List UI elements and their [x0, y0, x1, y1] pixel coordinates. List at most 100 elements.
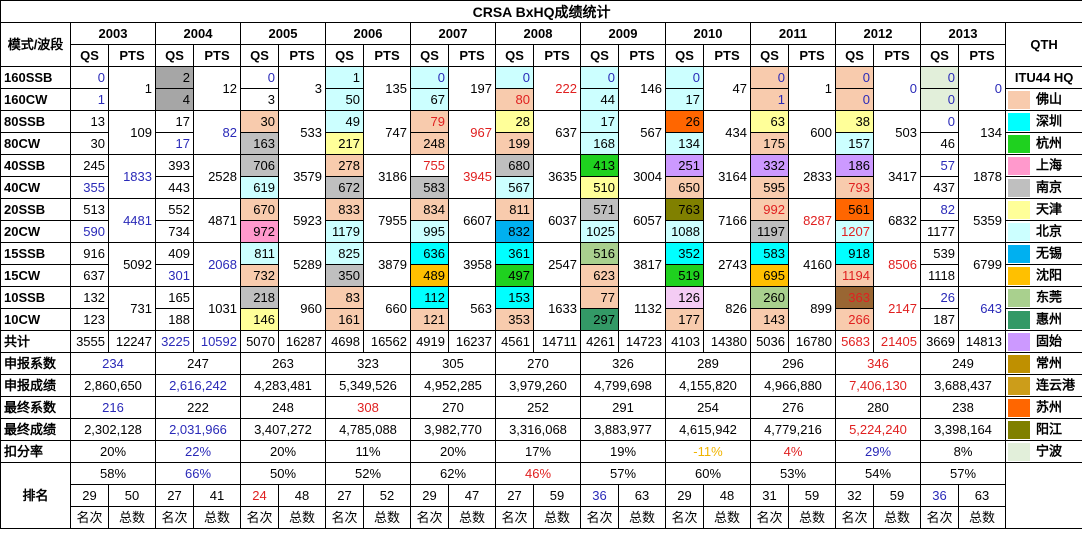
qs-cell: 567: [495, 176, 534, 199]
pts-cell: 6057: [618, 198, 666, 243]
qs-cell: 833: [325, 198, 364, 221]
stat-value: 270: [495, 352, 581, 375]
total-qs: 4698: [325, 330, 364, 353]
pts-cell: 6037: [533, 198, 581, 243]
count-header: 总数: [958, 506, 1006, 529]
qs-cell: 218: [240, 286, 279, 309]
qs-cell: 143: [750, 308, 789, 331]
count-value: 48: [703, 484, 751, 507]
year-header: 2008: [495, 22, 581, 45]
legend-label: 上海: [1036, 156, 1063, 172]
qs-cell: 4: [155, 88, 194, 111]
legend-swatch: [1008, 310, 1030, 329]
total-qs: 4103: [665, 330, 704, 353]
total-pts: 14813: [958, 330, 1006, 353]
qs-cell: 126: [665, 286, 704, 309]
qth-legend-item: 宁波: [1004, 440, 1082, 463]
stat-value: 20%: [240, 440, 326, 463]
itu-label: ITU44 HQ: [1004, 66, 1082, 89]
count-header: 总数: [108, 506, 156, 529]
qs-cell: 680: [495, 154, 534, 177]
pts-cell: 7166: [703, 198, 751, 243]
pts-header: PTS: [788, 44, 836, 67]
qs-cell: 619: [240, 176, 279, 199]
pts-cell: 600: [788, 110, 836, 155]
qth-legend-item: 惠州: [1004, 308, 1082, 331]
qs-cell: 992: [750, 198, 789, 221]
band-label: 80SSB: [0, 110, 71, 133]
stat-label: 申报成绩: [0, 374, 71, 397]
pts-cell: 5923: [278, 198, 326, 243]
total-pts: 16287: [278, 330, 326, 353]
rank-percent: 62%: [410, 462, 496, 485]
pts-cell: 8506: [873, 242, 921, 287]
rank-percent: 54%: [835, 462, 921, 485]
pts-cell: 3579: [278, 154, 326, 199]
stat-value: 11%: [325, 440, 411, 463]
qs-cell: 153: [495, 286, 534, 309]
table-row: 模式/波段 2003 2004 2005 2006 2007 2008 2009 2010 201…: [0, 22, 1082, 67]
qs-cell: 83: [325, 286, 364, 309]
pts-cell: 7955: [363, 198, 411, 243]
legend-label: 杭州: [1036, 134, 1063, 150]
qs-cell: 1207: [835, 220, 874, 243]
stat-value: 291: [580, 396, 666, 419]
band-label: 10SSB: [0, 286, 71, 309]
pts-header: PTS: [703, 44, 751, 67]
total-pts: 10592: [193, 330, 241, 353]
qs-cell: 168: [580, 132, 619, 155]
qs-cell: 175: [750, 132, 789, 155]
table-row: 名次 总数 名次 总数 名次 总数 名次 总数 名次 总数 名次 总数 名次 总数 名次 总数 名次 总数 名次 总数…: [1, 506, 1082, 529]
legend-label: 北京: [1036, 222, 1063, 238]
total-qs: 5036: [750, 330, 789, 353]
qs-cell: 248: [410, 132, 449, 155]
stat-value: 326: [580, 352, 666, 375]
table-row: 20CW 590 734 972 1179 995 832 1025 1088 1197 1207 1…: [0, 220, 1082, 243]
qs-cell: 672: [325, 176, 364, 199]
stat-value: 4,966,880: [750, 374, 836, 397]
qs-cell: 0: [920, 88, 959, 111]
qs-cell: 67: [410, 88, 449, 111]
total-qs: 4561: [495, 330, 534, 353]
qs-cell: 706: [240, 154, 279, 177]
pts-cell: 434: [703, 110, 751, 155]
stat-value: 17%: [495, 440, 581, 463]
pts-cell: 567: [618, 110, 666, 155]
band-label: 20SSB: [0, 198, 71, 221]
qs-cell: 355: [70, 176, 109, 199]
legend-swatch: [1008, 222, 1030, 241]
total-pts: 14380: [703, 330, 751, 353]
qs-cell: 28: [495, 110, 534, 133]
stat-value: 252: [495, 396, 581, 419]
qs-cell: 0: [410, 66, 449, 89]
qs-header: QS: [155, 44, 194, 67]
stat-value: 3,407,272: [240, 418, 326, 441]
title: CRSA BxHQ成绩统计: [0, 0, 1082, 23]
stat-value: 3,688,437: [920, 374, 1006, 397]
qs-cell: 0: [580, 66, 619, 89]
total-pts: 16562: [363, 330, 411, 353]
qs-cell: 1025: [580, 220, 619, 243]
count-value: 63: [958, 484, 1006, 507]
pts-cell: 967: [448, 110, 496, 155]
table-row: 最终成绩 2,302,128 2,031,966 3,407,272 4,785,088…: [0, 418, 1082, 441]
stat-value: 323: [325, 352, 411, 375]
total-qs: 4261: [580, 330, 619, 353]
table-row: 40SSB 245 1833 393 2528 706 3579 278 3186 755 3945…: [0, 154, 1082, 199]
stat-value: 20%: [70, 440, 156, 463]
qs-cell: 134: [665, 132, 704, 155]
qs-cell: 251: [665, 154, 704, 177]
qth-legend-item: 北京: [1004, 220, 1082, 243]
stat-value: 5,349,526: [325, 374, 411, 397]
qs-cell: 583: [410, 176, 449, 199]
pts-header: PTS: [278, 44, 326, 67]
pts-cell: 3: [278, 66, 326, 111]
qs-cell: 278: [325, 154, 364, 177]
count-value: 47: [448, 484, 496, 507]
total-pts: 14711: [533, 330, 581, 353]
stat-value: 216: [70, 396, 156, 419]
stat-label: 扣分率: [0, 440, 71, 463]
qs-cell: 489: [410, 264, 449, 287]
qs-cell: 49: [325, 110, 364, 133]
qs-cell: 0: [835, 66, 874, 89]
